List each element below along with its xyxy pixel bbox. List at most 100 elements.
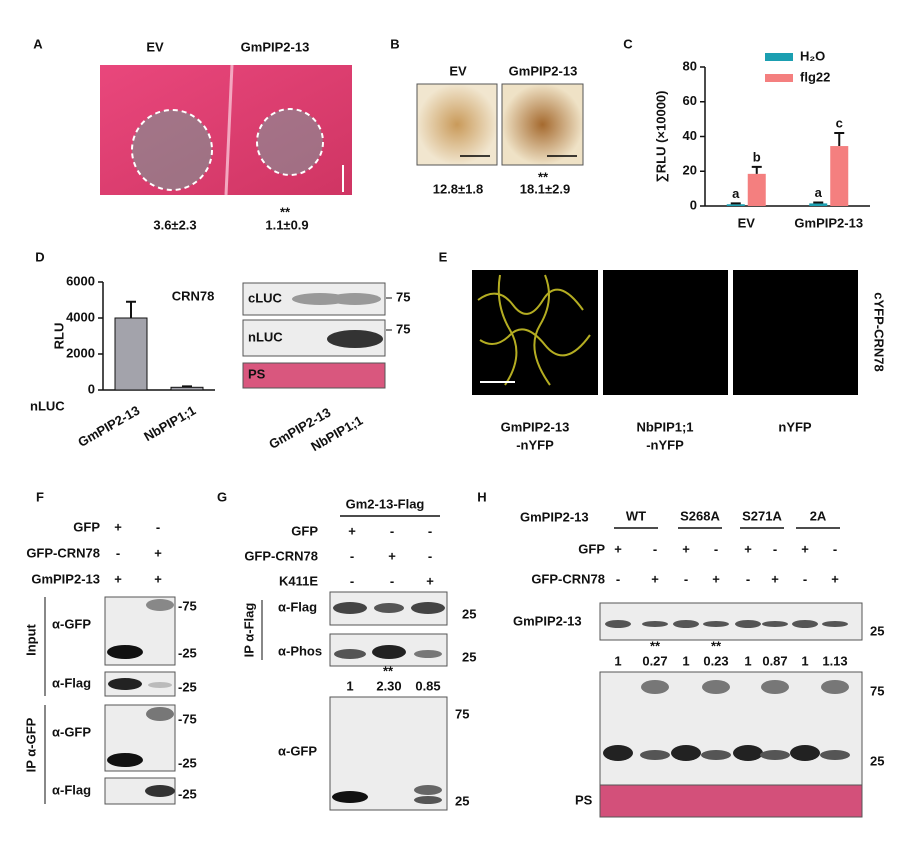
condition-mark: - [116, 545, 120, 560]
condition-mark: - [653, 541, 657, 556]
blot-label: PS [248, 366, 266, 381]
band [640, 750, 670, 760]
column-label: -nYFP [646, 437, 684, 452]
condition-name: GFP-CRN78 [244, 548, 318, 563]
blot-label: GmPIP2-13 [513, 613, 582, 628]
ratio: 0.87 [762, 653, 787, 668]
condition-mark: + [831, 571, 839, 586]
condition-mark: - [803, 571, 807, 586]
column-label: GmPIP2-13 [501, 419, 570, 434]
panel-letter: E [439, 249, 448, 264]
band [762, 621, 788, 627]
ratio: 0.23 [703, 653, 728, 668]
marker-label: -25 [178, 786, 197, 801]
ratio: 1.13 [822, 653, 847, 668]
section-label: IP α-GFP [23, 717, 38, 772]
band [673, 620, 699, 628]
x-tick-label: NbPIP1;1 [141, 403, 198, 445]
significance: ** [383, 663, 394, 678]
condition-mark: + [682, 541, 690, 556]
condition-mark: + [614, 541, 622, 556]
column-label: -nYFP [516, 437, 554, 452]
band [822, 621, 848, 627]
condition-mark: - [428, 548, 432, 563]
significance: ** [711, 638, 722, 653]
marker-label: 25 [462, 649, 476, 664]
column-label: EV [449, 63, 467, 78]
band [821, 680, 849, 694]
condition-mark: + [426, 573, 434, 588]
condition-mark: + [651, 571, 659, 586]
side-label: cYFP-CRN78 [872, 292, 887, 371]
condition-mark: + [348, 523, 356, 538]
significance-letter: a [732, 186, 740, 201]
condition-mark: + [744, 541, 752, 556]
panel-d-blot [242, 282, 386, 389]
band [605, 620, 631, 628]
ratio: 0.85 [415, 678, 440, 693]
band [642, 621, 668, 627]
ratio: 1 [682, 653, 689, 668]
panel-b-images [416, 83, 584, 166]
measurement: 1.1±0.9 [265, 217, 308, 232]
condition-mark: - [684, 571, 688, 586]
band [703, 621, 729, 627]
marker-label: -25 [178, 645, 197, 660]
marker-label: 25 [870, 753, 884, 768]
band [792, 620, 818, 628]
chart-title: CRN78 [172, 288, 215, 303]
band [760, 750, 790, 760]
error-bar [730, 202, 741, 205]
condition-mark: + [114, 519, 122, 534]
condition-mark: + [114, 571, 122, 586]
significance-letter: b [753, 149, 761, 164]
y-axis-label: RLU [51, 323, 66, 350]
condition-name: GFP-CRN78 [26, 545, 100, 560]
condition-mark: + [801, 541, 809, 556]
band [701, 750, 731, 760]
construct-label: GmPIP2-13 [520, 509, 589, 524]
group-header: Gm2-13-Flag [346, 496, 425, 511]
panel-e-images [472, 270, 858, 395]
y-tick-label: 6000 [66, 273, 95, 288]
group-label: WT [626, 508, 646, 523]
condition-mark: + [771, 571, 779, 586]
bar [830, 146, 849, 206]
ratio: 1 [346, 678, 353, 693]
group-label: S271A [742, 508, 782, 523]
panel-letter: H [477, 489, 486, 504]
marker-label: -75 [178, 711, 197, 726]
panel-f-blots [44, 596, 176, 805]
condition-name: GmPIP2-13 [31, 571, 100, 586]
y-tick-label: 2000 [66, 345, 95, 360]
error-bar [182, 385, 192, 388]
bar [114, 317, 148, 391]
blot-label: nLUC [248, 329, 283, 344]
marker-label: 25 [870, 623, 884, 638]
error-bar [126, 300, 136, 318]
condition-mark: - [833, 541, 837, 556]
group-label: S268A [680, 508, 720, 523]
y-tick-label: 4000 [66, 309, 95, 324]
condition-mark: - [390, 523, 394, 538]
marker-label: -25 [178, 755, 197, 770]
column-label: GmPIP2-13 [241, 39, 310, 54]
legend-swatch [765, 53, 793, 61]
panel-a-image [100, 64, 352, 196]
marker-label: 75 [870, 683, 884, 698]
marker-label: -75 [178, 598, 197, 613]
blot-label: PS [575, 792, 593, 807]
panel-g-blots [261, 515, 448, 811]
band [603, 745, 633, 761]
marker-label: 75 [396, 321, 410, 336]
panel-letter: A [33, 36, 43, 51]
band [671, 745, 701, 761]
blot-label: α-GFP [52, 724, 91, 739]
blot-label: α-GFP [52, 616, 91, 631]
column-label: EV [146, 39, 164, 54]
column-label: GmPIP2-13 [509, 63, 578, 78]
legend-label: H₂O [800, 48, 825, 63]
bar [747, 173, 766, 206]
band [641, 680, 669, 694]
